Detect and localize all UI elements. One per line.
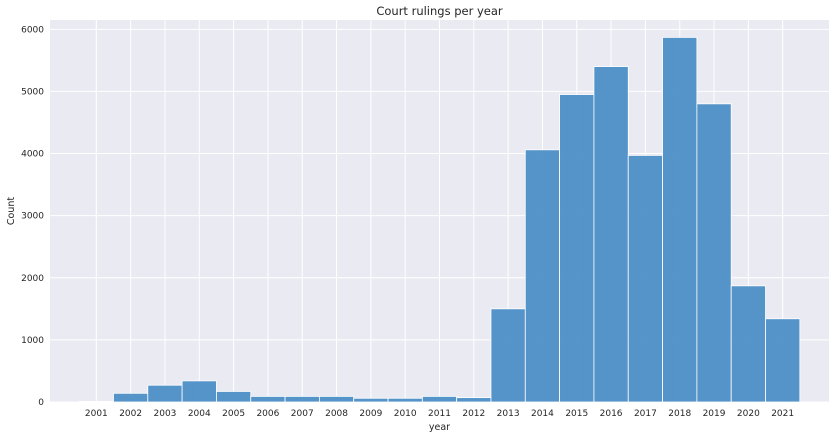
x-tick-label: 2008 [325,409,348,419]
bars [78,36,801,403]
y-tick-label: 3000 [21,212,44,222]
x-tick-label: 2003 [154,409,177,419]
bar-2005 [216,391,252,403]
x-tick-label: 2001 [85,409,108,419]
y-tick-label: 4000 [21,150,44,160]
bar-2006 [250,396,286,403]
x-axis-label: year [429,422,450,433]
bar-2020 [730,285,766,403]
x-tick-label: 2011 [428,409,451,419]
bar-2010 [387,397,423,403]
bar-2017 [627,155,663,403]
bar-2018 [662,36,698,403]
bar-2009 [353,397,389,403]
x-tick-label: 2013 [497,409,520,419]
bar-2012 [456,397,492,403]
y-tick-label: 0 [38,398,44,408]
y-tick-label: 5000 [21,87,44,97]
x-tick-label: 2007 [291,409,314,419]
x-tick-label: 2009 [359,409,382,419]
y-tick-label: 6000 [21,25,44,35]
x-tick-label: 2017 [634,409,657,419]
bar-2011 [421,396,458,403]
x-tick-label: 2012 [462,409,485,419]
x-tick-label: 2018 [668,409,691,419]
x-tick-label: 2006 [256,409,279,419]
bar-2004 [181,380,217,403]
x-tick-label: 2005 [222,409,245,419]
bar-2013 [490,308,526,403]
x-tick-label: 2019 [703,409,726,419]
y-tick-labels: 0 1000 2000 3000 4000 5000 6000 [21,25,44,408]
y-tick-label: 1000 [21,336,44,346]
chart-title: Court rulings per year [376,4,503,18]
bar-2014 [524,149,561,403]
bar-2021 [765,318,801,403]
bar-2016 [593,66,629,403]
x-tick-label: 2004 [188,409,211,419]
x-tick-label: 2002 [119,409,142,419]
bar-2001 [78,400,114,403]
bar-2003 [147,384,183,403]
bar-2015 [559,94,595,403]
bar-2007 [284,396,320,403]
x-tick-label: 2020 [737,409,760,419]
bar-2002 [113,392,149,403]
x-tick-label: 2010 [394,409,417,419]
x-tick-label: 2015 [565,409,588,419]
x-tick-labels: 2001 2002 2003 2004 2005 2006 2007 2008 2009 2010… [85,409,794,419]
x-tick-label: 2016 [600,409,623,419]
y-tick-label: 2000 [21,274,44,284]
x-tick-label: 2014 [531,409,554,419]
bar-2019 [696,103,732,403]
y-axis-label: Count [6,197,17,225]
bar-2008 [318,396,355,403]
x-tick-label: 2021 [771,409,794,419]
